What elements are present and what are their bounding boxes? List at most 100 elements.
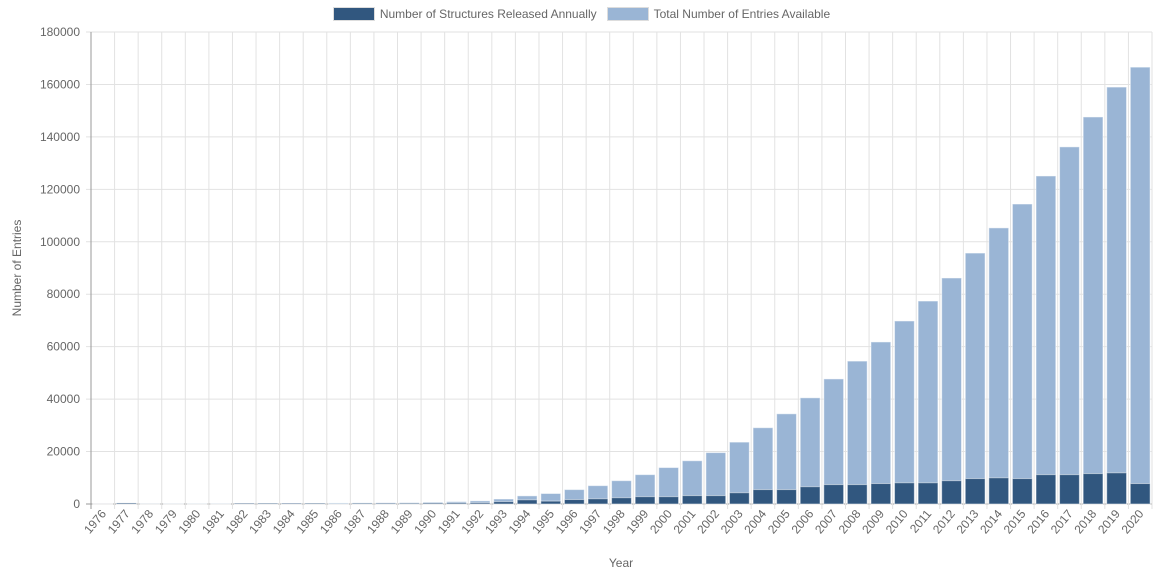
annual-bar <box>1035 474 1057 505</box>
x-tick-label: 2014 <box>977 507 1005 537</box>
x-tick-label: 1998 <box>600 507 628 537</box>
x-tick-label: 2012 <box>930 507 958 537</box>
y-tick-label: 140000 <box>40 130 80 144</box>
annual-bar <box>446 502 467 505</box>
x-tick-label: 2005 <box>765 507 793 537</box>
annual-bar <box>493 501 515 505</box>
x-tick-label: 1984 <box>270 507 298 537</box>
x-tick-label: 1992 <box>458 507 486 537</box>
total-bar <box>1129 66 1151 505</box>
x-tick-label: 1994 <box>506 507 534 537</box>
annual-bar <box>540 500 562 505</box>
x-tick-label: 1985 <box>293 507 321 537</box>
total-bar <box>846 360 868 505</box>
x-tick-label: 2015 <box>1001 507 1029 537</box>
x-tick-label: 1986 <box>317 507 345 537</box>
annual-bar <box>728 492 750 505</box>
y-tick-label: 160000 <box>40 77 80 91</box>
annual-bar <box>846 484 868 505</box>
y-tick-label: 120000 <box>40 182 80 196</box>
annual-bar <box>611 497 632 505</box>
x-tick-label: 2008 <box>836 507 864 537</box>
x-tick-label: 2009 <box>859 507 887 537</box>
x-tick-label: 1999 <box>623 507 651 537</box>
annual-bar <box>233 502 255 505</box>
x-tick-label: 1995 <box>529 507 557 537</box>
x-tick-label: 1993 <box>482 507 510 537</box>
annual-bar <box>941 480 962 505</box>
x-tick-label: 2018 <box>1071 507 1099 537</box>
total-bar <box>941 277 962 505</box>
annual-bar <box>281 502 302 505</box>
legend-label-annual: Number of Structures Released Annually <box>379 7 597 21</box>
legend-item-total[interactable]: Total Number of Entries Available <box>606 7 830 21</box>
total-bar <box>1059 146 1080 505</box>
x-tick-label: 1991 <box>435 507 463 537</box>
legend-item-annual[interactable]: Number of Structures Released Annually <box>332 7 597 21</box>
x-tick-label: 1978 <box>128 507 156 537</box>
annual-bar <box>351 502 373 505</box>
annual-bar <box>917 482 939 505</box>
annual-bar <box>634 496 656 505</box>
x-tick-label: 1997 <box>576 507 604 537</box>
x-tick-label: 2013 <box>954 507 982 537</box>
x-tick-label: 2010 <box>883 507 911 537</box>
x-tick-label: 1983 <box>246 507 274 537</box>
annual-bar <box>587 498 609 505</box>
total-bar <box>988 227 1010 505</box>
annual-bar <box>516 499 538 505</box>
annual-bar <box>1106 472 1128 505</box>
total-bar <box>1106 86 1128 505</box>
x-tick-label: 1979 <box>152 507 180 537</box>
x-tick-label: 2020 <box>1119 507 1147 537</box>
annual-bar <box>1082 473 1104 505</box>
x-tick-label: 1980 <box>176 507 204 537</box>
x-tick-label: 1977 <box>105 507 133 537</box>
x-tick-label: 2016 <box>1024 507 1052 537</box>
annual-bar <box>681 495 703 505</box>
y-tick-label: 80000 <box>47 287 81 301</box>
legend-swatch-annual <box>332 7 375 21</box>
annual-bar <box>1129 483 1151 505</box>
y-tick-label: 100000 <box>40 235 80 249</box>
legend-swatch-total <box>606 7 649 21</box>
annual-bar <box>563 499 585 505</box>
total-bar <box>964 252 986 505</box>
y-tick-label: 180000 <box>40 25 80 39</box>
annual-bar <box>894 482 915 505</box>
y-axis-title: Number of Entries <box>10 220 24 317</box>
total-bar <box>1082 116 1104 505</box>
annual-bar <box>752 489 774 505</box>
annual-bar <box>1059 474 1080 505</box>
x-axis-title: Year <box>609 556 633 570</box>
total-bar <box>1035 175 1057 505</box>
x-tick-label: 2019 <box>1095 507 1123 537</box>
x-tick-label: 2002 <box>694 507 722 537</box>
total-bar <box>870 341 892 505</box>
legend: Number of Structures Released Annually T… <box>0 7 1163 21</box>
annual-bar <box>776 489 797 505</box>
x-tick-label: 1988 <box>364 507 392 537</box>
x-tick-label: 2017 <box>1048 507 1076 537</box>
annual-bar <box>988 477 1010 505</box>
x-tick-label: 2006 <box>789 507 817 537</box>
annual-bar <box>799 486 821 505</box>
annual-bar <box>257 502 279 505</box>
annual-bar <box>375 502 397 505</box>
y-tick-label: 0 <box>73 497 80 511</box>
total-bar <box>894 320 915 505</box>
x-tick-label: 1987 <box>341 507 369 537</box>
annual-bar <box>705 495 727 505</box>
annual-bar <box>823 484 845 505</box>
x-tick-label: 1976 <box>81 507 109 537</box>
x-tick-label: 1990 <box>411 507 439 537</box>
annual-bar <box>304 502 326 505</box>
x-tick-label: 1996 <box>553 507 581 537</box>
y-tick-label: 40000 <box>47 392 81 406</box>
x-tick-label: 2007 <box>812 507 840 537</box>
annual-bar <box>870 483 892 505</box>
x-tick-label: 2004 <box>741 507 769 537</box>
annual-bar <box>115 502 137 505</box>
y-tick-label: 20000 <box>47 445 81 459</box>
